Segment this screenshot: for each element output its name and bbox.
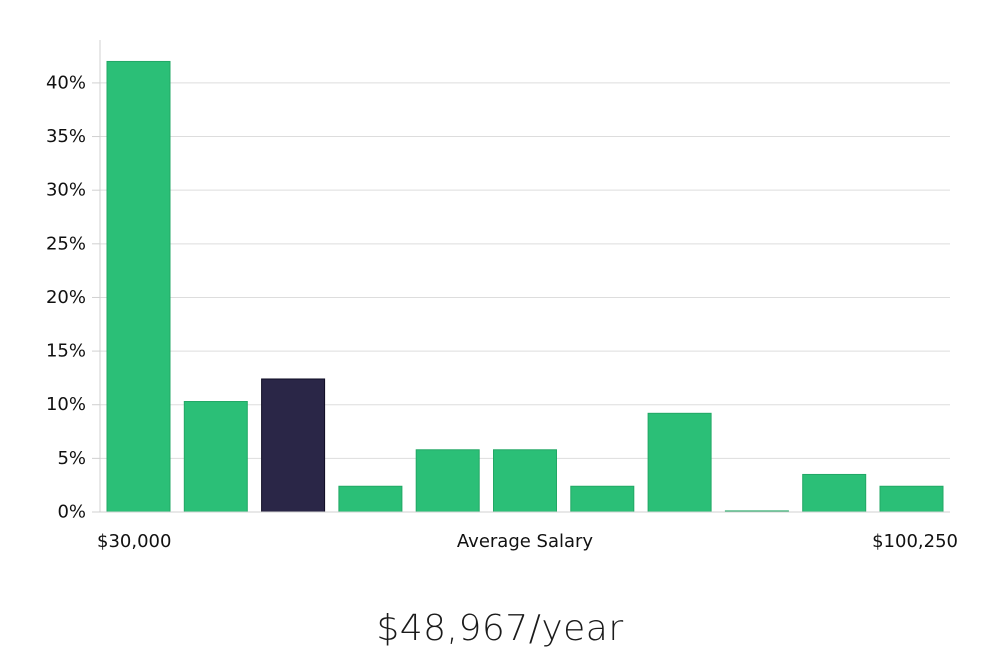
- salary-histogram: 0% 5% 10% 15% 20% 25% 30% 35% 40% $30,000 Averag…: [46, 40, 958, 552]
- y-tick-label: 10%: [46, 394, 86, 415]
- y-tick-label: 30%: [46, 180, 86, 201]
- histogram-bar: [338, 485, 403, 513]
- x-min-label: $30,000: [97, 531, 171, 552]
- y-tick-label: 0%: [57, 502, 86, 523]
- x-axis-title: Average Salary: [457, 531, 594, 552]
- histogram-bar: [106, 60, 171, 513]
- bars: [106, 60, 944, 513]
- average-salary-caption: $48,967/year: [376, 608, 624, 649]
- histogram-bar-highlighted: [261, 378, 326, 513]
- y-tick-label: 5%: [57, 448, 86, 469]
- histogram-bar: [802, 473, 867, 513]
- histogram-bar: [570, 485, 635, 513]
- histogram-bar: [183, 401, 248, 513]
- histogram-bar: [647, 412, 712, 513]
- histogram-bar: [493, 449, 557, 513]
- y-tick-label: 15%: [46, 341, 86, 362]
- x-max-label: $100,250: [872, 531, 958, 552]
- y-tick-label: 25%: [46, 233, 86, 254]
- y-tick-label: 20%: [46, 287, 86, 308]
- histogram-bar: [879, 485, 944, 513]
- y-tick-label: 35%: [46, 126, 86, 147]
- histogram-bar: [415, 449, 480, 513]
- y-axis-ticks: 0% 5% 10% 15% 20% 25% 30% 35% 40%: [46, 72, 100, 523]
- y-tick-label: 40%: [46, 72, 86, 93]
